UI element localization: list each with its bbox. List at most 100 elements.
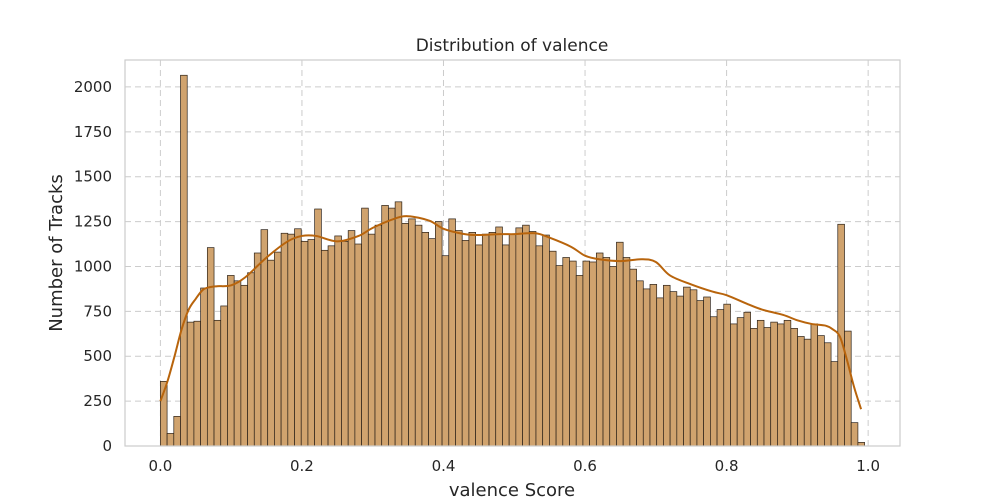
histogram-bar — [321, 249, 329, 447]
histogram-bar — [200, 287, 208, 447]
histogram-bar — [206, 247, 215, 447]
histogram-bar — [609, 266, 617, 447]
histogram-bar — [844, 330, 852, 447]
histogram-bar — [723, 303, 731, 447]
histogram-bar — [515, 227, 523, 447]
histogram-bar — [394, 201, 403, 447]
y-tick-label: 0 — [102, 437, 112, 455]
histogram-bar — [481, 233, 490, 447]
x-tick-label: 0.8 — [715, 457, 739, 475]
histogram-bar — [663, 284, 671, 447]
x-tick-label: 0.0 — [148, 457, 172, 475]
histogram-bar — [555, 265, 564, 447]
histogram-bar — [173, 416, 181, 447]
y-tick-label: 750 — [83, 302, 112, 320]
histogram-bar — [253, 252, 262, 447]
histogram-bar — [797, 336, 805, 447]
histogram-bar — [468, 232, 476, 447]
histogram-bar — [361, 207, 369, 447]
histogram-bar — [166, 433, 175, 447]
histogram-bar — [488, 232, 497, 447]
histogram-bar — [575, 275, 584, 447]
histogram-bar — [240, 284, 248, 447]
histogram-bar — [629, 268, 637, 447]
histogram-bar — [408, 218, 416, 447]
chart-title: Distribution of valence — [416, 36, 609, 56]
histogram-bar — [220, 305, 228, 447]
kde-line — [159, 215, 863, 410]
y-axis-ticks: 0 250 500 750 1000 1250 1500 1750 2000 — [74, 78, 112, 455]
histogram-bar — [689, 289, 698, 447]
histogram-bar — [696, 300, 704, 447]
histogram-bar — [421, 232, 430, 447]
histogram-bar — [522, 224, 530, 447]
x-tick-label: 0.4 — [432, 457, 456, 475]
histogram-bar — [502, 244, 510, 447]
histogram-bar — [441, 255, 450, 447]
histogram-bar — [790, 328, 798, 447]
histogram-bar — [327, 245, 336, 447]
histogram-bar — [495, 226, 503, 447]
histogram-bar — [582, 260, 590, 447]
histogram-bar — [730, 323, 738, 447]
histogram-bar — [750, 328, 758, 447]
histogram-bar — [300, 240, 309, 447]
y-axis-label: Number of Tracks — [46, 174, 67, 332]
histogram-bar — [227, 275, 235, 447]
histogram-bar — [388, 207, 396, 447]
histogram-bar — [461, 240, 470, 447]
histogram-bar — [669, 291, 678, 447]
histogram-bar — [193, 320, 201, 447]
histogram-bar — [314, 208, 322, 447]
histogram-bar — [287, 233, 295, 447]
histogram-bar — [716, 309, 725, 447]
histogram-bar — [435, 221, 443, 447]
x-axis-ticks: 0.0 0.2 0.4 0.6 0.8 1.0 — [148, 457, 880, 475]
histogram-bar — [703, 296, 711, 447]
histogram-bar — [213, 319, 222, 447]
y-tick-label: 1500 — [74, 168, 112, 186]
histogram-bar — [777, 323, 785, 447]
histogram-bar — [542, 234, 550, 447]
y-tick-label: 1000 — [74, 257, 112, 275]
plot-frame — [124, 59, 901, 447]
histogram-bar — [535, 245, 544, 447]
histogram-bar — [649, 284, 658, 447]
histogram-bar — [247, 272, 255, 447]
x-tick-label: 1.0 — [856, 457, 880, 475]
histogram-bar — [602, 257, 611, 447]
histogram-bar — [354, 243, 362, 447]
histogram-bar — [401, 223, 409, 447]
histogram-bar — [347, 230, 356, 447]
histogram-bar — [810, 323, 819, 447]
histogram-bar — [381, 205, 389, 447]
histogram-bar — [824, 342, 832, 447]
histogram-bar — [455, 230, 463, 447]
y-tick-label: 1250 — [74, 213, 112, 231]
histogram-bar — [334, 235, 342, 447]
histogram-bar — [414, 224, 423, 447]
histogram-bar — [683, 286, 691, 447]
x-tick-label: 0.2 — [290, 457, 314, 475]
histogram-bar — [803, 338, 812, 447]
histogram-bar — [294, 228, 302, 447]
y-tick-label: 250 — [83, 392, 112, 410]
histogram-bar — [448, 218, 456, 447]
histogram-bar — [475, 244, 483, 447]
histogram-bar — [528, 231, 537, 447]
x-axis-label: valence Score — [449, 480, 575, 500]
histogram-bar — [374, 224, 383, 447]
histogram-bar — [589, 261, 597, 447]
histogram-bar — [267, 259, 275, 447]
histogram-bar — [743, 311, 751, 447]
histogram-bar — [616, 241, 624, 447]
histogram-bar — [830, 361, 839, 447]
histogram-bar — [656, 297, 664, 447]
histogram-bar — [595, 252, 604, 447]
histogram-bar — [622, 257, 631, 447]
histogram-bar — [508, 233, 517, 447]
histogram-bar — [569, 260, 577, 447]
histogram-bar — [642, 288, 651, 447]
histogram-bar — [817, 335, 825, 447]
